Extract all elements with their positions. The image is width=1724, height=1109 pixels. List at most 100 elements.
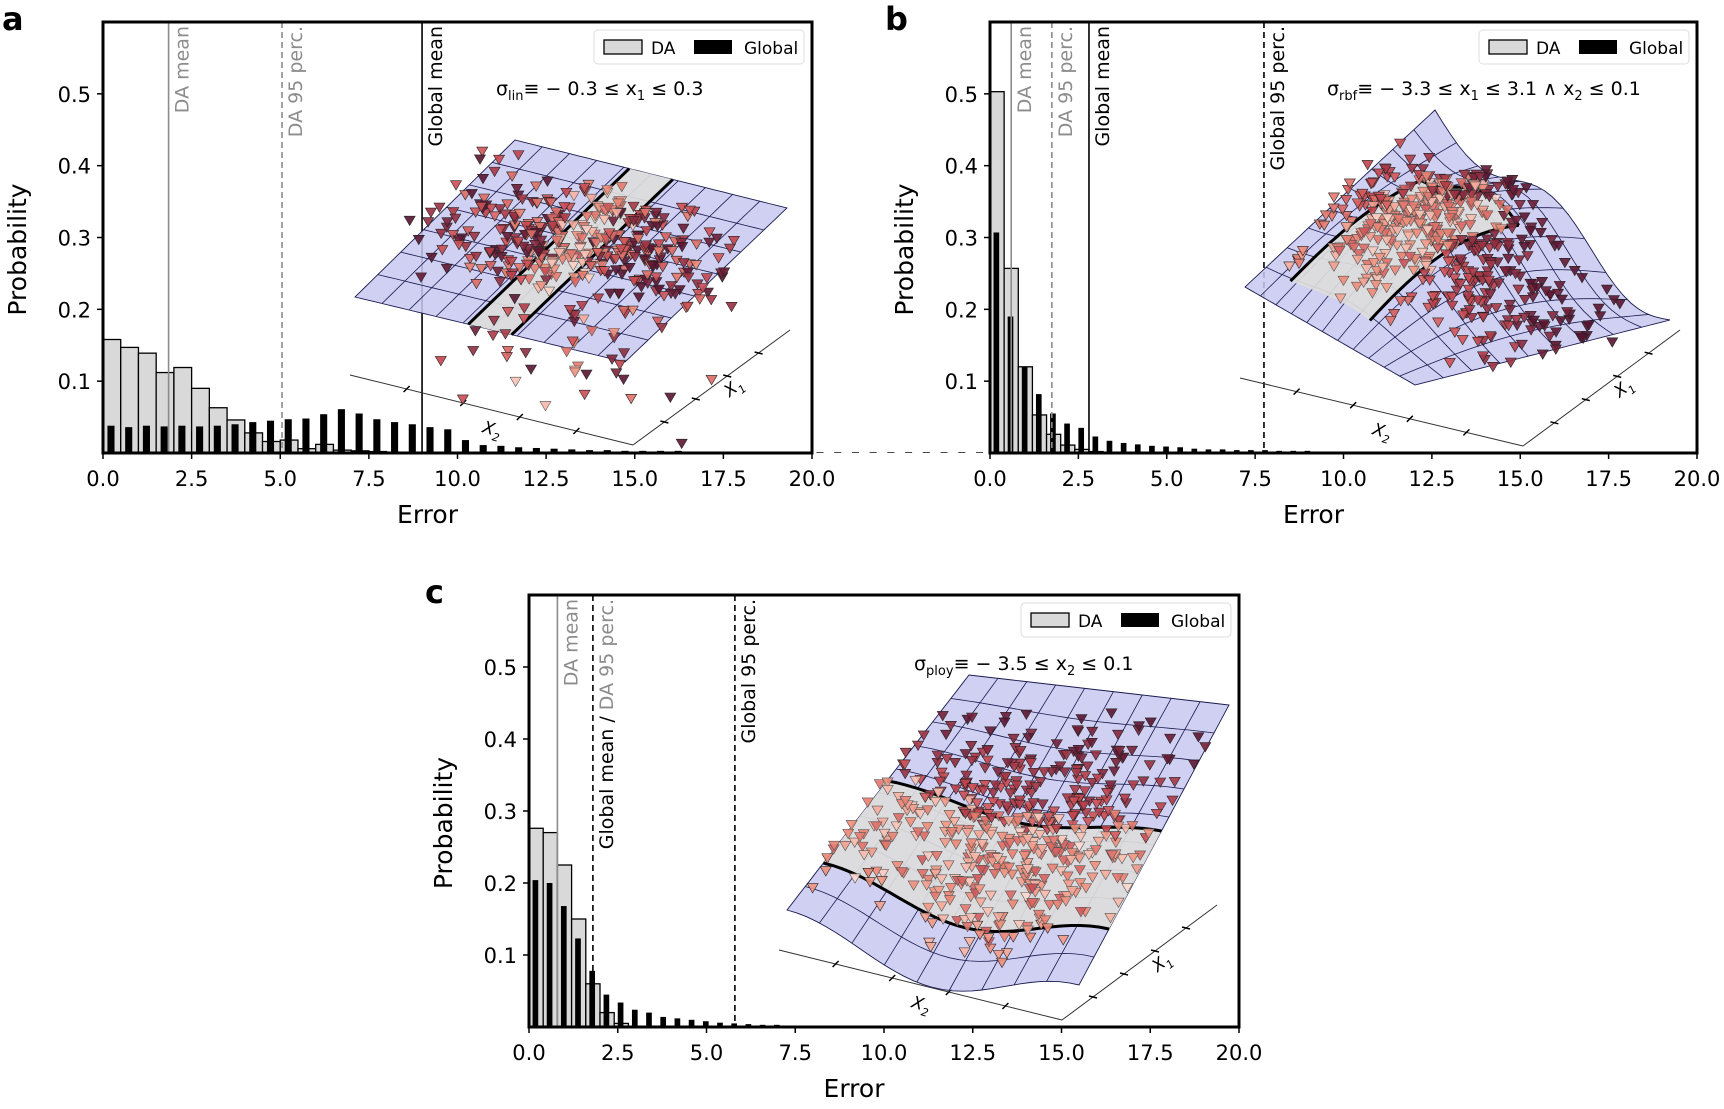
scatter-point xyxy=(1013,920,1026,931)
bar-global xyxy=(631,1009,638,1027)
scatter-point xyxy=(1075,753,1088,764)
scatter-point xyxy=(1042,812,1055,823)
scatter-point xyxy=(1126,745,1139,757)
scatter-point xyxy=(1008,762,1021,773)
scatter-point xyxy=(692,288,705,300)
scatter-point xyxy=(501,199,514,210)
scatter-point xyxy=(989,780,1002,791)
scatter-point xyxy=(1422,191,1435,203)
scatter-point xyxy=(1086,726,1099,738)
bar-global xyxy=(940,452,948,453)
scatter-point xyxy=(1536,276,1549,288)
scatter-point xyxy=(1367,258,1380,269)
scatter-point xyxy=(974,897,987,908)
scatter-point xyxy=(971,874,984,885)
scatter-point xyxy=(530,181,543,192)
scatter-point xyxy=(493,276,506,288)
scatter-point xyxy=(1372,168,1385,179)
scatter-point xyxy=(513,263,526,274)
scatter-point xyxy=(701,287,714,298)
scatter-point xyxy=(517,314,531,325)
scatter-point xyxy=(612,288,626,299)
scatter-point xyxy=(1018,851,1031,862)
scatter-point xyxy=(1490,303,1503,314)
x-axis-label: Error xyxy=(397,500,459,529)
scatter-point xyxy=(858,850,871,861)
scatter-point xyxy=(1457,310,1470,321)
bar-global xyxy=(603,994,610,1027)
scatter-point xyxy=(982,803,995,814)
scatter-point xyxy=(932,787,945,799)
scatter-point xyxy=(984,890,997,901)
y-tick-label: 0.1 xyxy=(945,370,978,394)
scatter-point xyxy=(1443,358,1456,369)
x2-axis-tick xyxy=(832,960,840,968)
scatter-point xyxy=(585,193,598,205)
scatter-point xyxy=(1150,808,1163,820)
scatter-point xyxy=(1446,300,1459,312)
scatter-point xyxy=(517,241,530,252)
scatter-point xyxy=(1369,280,1382,291)
bar-global xyxy=(851,452,859,453)
scatter-point xyxy=(1127,780,1140,791)
scatter-point xyxy=(1536,349,1549,360)
scatter-point xyxy=(676,242,689,253)
scatter-point xyxy=(1073,865,1086,876)
scatter-point xyxy=(950,839,963,850)
vline-label: DA 95 perc. xyxy=(1055,26,1077,137)
scatter-point xyxy=(1450,264,1463,276)
scatter-point xyxy=(1524,226,1537,237)
y-tick-label: 0.5 xyxy=(484,656,517,680)
legend-label-global: Global xyxy=(1171,612,1225,632)
scatter-point xyxy=(641,278,654,289)
scatter-point xyxy=(524,364,538,375)
surface xyxy=(1244,109,1671,386)
scatter-point xyxy=(535,281,548,292)
scatter-point xyxy=(573,243,587,254)
scatter-point xyxy=(1520,183,1533,194)
x-tick-label: 2.5 xyxy=(175,467,208,491)
scatter-point xyxy=(422,217,435,228)
scatter-point xyxy=(1476,184,1489,195)
scatter-point xyxy=(1104,780,1117,791)
scatter-point xyxy=(1416,247,1429,259)
scatter-point xyxy=(1472,336,1485,348)
scatter-point xyxy=(1033,829,1046,841)
scatter-point xyxy=(1463,305,1476,316)
scatter-point xyxy=(462,226,475,237)
scatter-point xyxy=(1410,228,1423,240)
x-tick-label: 17.5 xyxy=(1585,467,1632,491)
scatter-point xyxy=(1089,750,1102,761)
y-tick-label: 0.4 xyxy=(945,155,978,179)
scatter-point xyxy=(1448,190,1461,201)
vline-label-part: Global mean / xyxy=(596,710,618,849)
scatter-point xyxy=(1296,246,1309,257)
scatter-point xyxy=(870,866,883,878)
bar-global xyxy=(178,425,186,453)
scatter-point xyxy=(1433,194,1447,205)
scatter-point xyxy=(1513,200,1526,211)
scatter-point xyxy=(558,213,572,224)
scatter-point xyxy=(533,222,546,233)
scatter-point xyxy=(436,245,449,256)
scatter-point xyxy=(1397,189,1410,200)
scatter-point xyxy=(845,820,858,831)
scatter-point xyxy=(501,231,514,243)
x1-axis-tick xyxy=(1181,926,1191,930)
scatter-point xyxy=(1112,897,1125,909)
scatter-point xyxy=(878,828,891,840)
bar-global xyxy=(196,426,204,453)
scatter-point xyxy=(863,877,877,888)
scatter-point xyxy=(513,208,526,220)
bar-global xyxy=(107,425,115,453)
vline-label-part: DA 95 perc. xyxy=(596,599,618,710)
da-boundary xyxy=(467,167,631,326)
scatter-point xyxy=(459,242,472,253)
scatter-point xyxy=(412,234,425,246)
scatter-point xyxy=(1361,160,1374,171)
scatter-point xyxy=(1293,258,1306,269)
scatter-point xyxy=(1357,277,1370,289)
scatter-point xyxy=(982,933,995,944)
scatter-point xyxy=(567,191,580,202)
